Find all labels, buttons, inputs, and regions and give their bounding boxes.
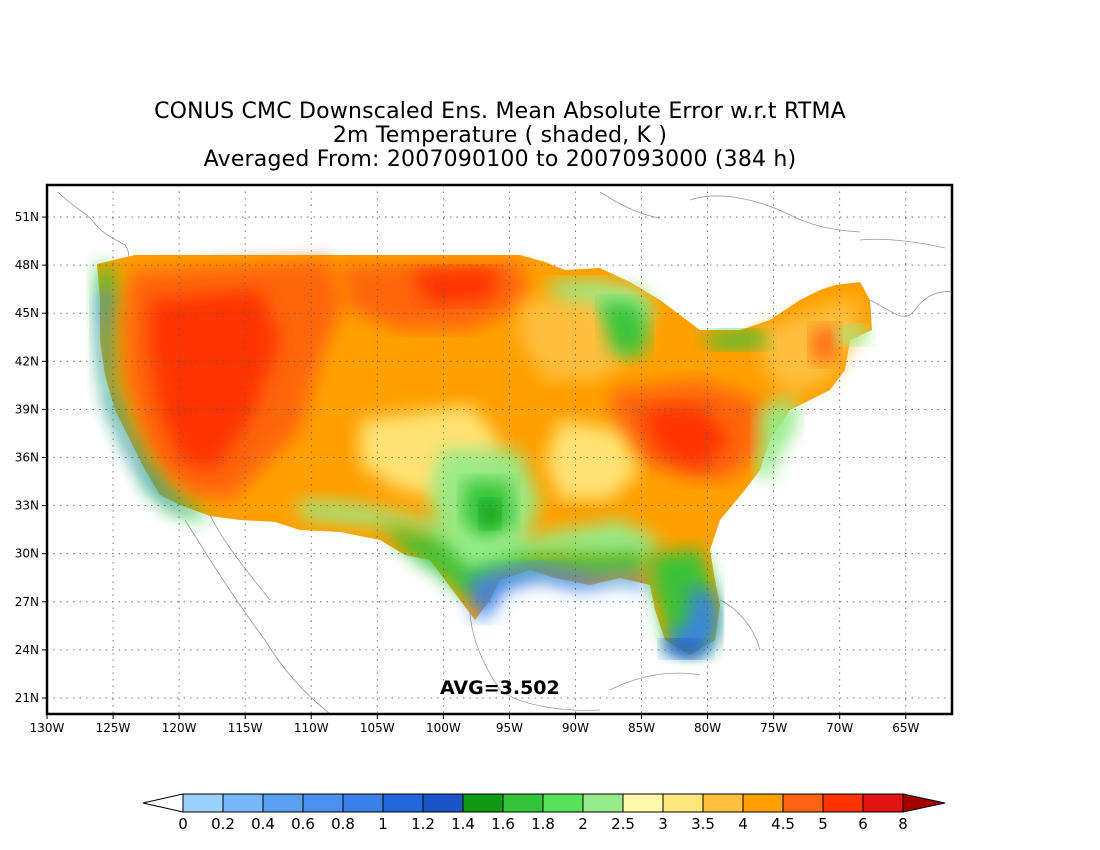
- error-region: [755, 395, 800, 480]
- colorbar-box: [622, 793, 664, 813]
- error-region: [665, 585, 718, 656]
- colorbar-box: [182, 793, 224, 813]
- title-line-1: CONUS CMC Downscaled Ens. Mean Absolute …: [154, 99, 846, 124]
- colorbar-label: 0.6: [291, 815, 315, 833]
- lat-label: 39N: [15, 402, 39, 416]
- error-region: [97, 264, 210, 520]
- lon-label: 105W: [360, 721, 395, 735]
- colorbar-label: 4.5: [771, 815, 795, 833]
- colorbar-label: 1.4: [451, 815, 475, 833]
- colorbar-box: [702, 793, 744, 813]
- error-region: [662, 640, 710, 658]
- lat-label: 51N: [15, 210, 39, 224]
- longitude-labels: 130W 125W 120W 115W 110W 105W 100W 95W 90W 85W 80W…: [30, 721, 920, 735]
- lat-label: 42N: [15, 354, 39, 368]
- lon-label: 65W: [892, 721, 919, 735]
- map-title: CONUS CMC Downscaled Ens. Mean Absolute …: [0, 100, 1000, 172]
- colorbar-label: 4: [738, 815, 748, 833]
- colorbar-box: [382, 793, 424, 813]
- map-frame: [45, 183, 954, 716]
- title-line-2: 2m Temperature ( shaded, K ): [332, 123, 668, 148]
- lat-label: 21N: [15, 691, 39, 705]
- lon-label: 95W: [496, 721, 523, 735]
- lon-label: 85W: [628, 721, 655, 735]
- lat-lon-grid: [42, 185, 952, 719]
- colorbar-over-triangle: [902, 793, 946, 813]
- error-region: [150, 290, 280, 470]
- lon-label: 75W: [760, 721, 787, 735]
- colorbar-label: 1.2: [411, 815, 435, 833]
- colorbar-box: [462, 793, 504, 813]
- colorbar-label: 0.2: [211, 815, 235, 833]
- lon-label: 110W: [294, 721, 329, 735]
- colorbar-box: [742, 793, 784, 813]
- lon-label: 80W: [694, 721, 721, 735]
- colorbar-box: [262, 793, 304, 813]
- colorbar-box: [422, 793, 464, 813]
- lon-label: 120W: [162, 721, 197, 735]
- colorbar-label: 0: [178, 815, 188, 833]
- colorbar-under-triangle: [142, 793, 184, 813]
- colorbar-label: 1.8: [531, 815, 555, 833]
- colorbar-label: 0.4: [251, 815, 275, 833]
- colorbar-label: 2: [578, 815, 588, 833]
- avg-annotation: AVG=3.502: [440, 677, 560, 699]
- latitude-labels: 51N 48N 45N 42N 39N 36N 33N 30N 27N 24N 21N: [15, 210, 39, 705]
- colorbar-label: 1: [378, 815, 388, 833]
- error-region: [810, 325, 840, 365]
- colorbar-label: 5: [818, 815, 828, 833]
- colorbar-box: [782, 793, 824, 813]
- title-line-3: Averaged From: 2007090100 to 2007093000 …: [203, 147, 797, 172]
- colorbar-label: 2.5: [611, 815, 635, 833]
- error-region: [700, 330, 770, 350]
- error-field: [97, 255, 872, 658]
- colorbar-box: [222, 793, 264, 813]
- colorbar-box: [342, 793, 384, 813]
- colorbar-box: [502, 793, 544, 813]
- lon-label: 90W: [562, 721, 589, 735]
- lat-label: 33N: [15, 499, 39, 513]
- lat-label: 30N: [15, 547, 39, 561]
- lat-label: 24N: [15, 643, 39, 657]
- error-region: [545, 420, 640, 500]
- colorbar-box: [542, 793, 584, 813]
- colorbar-label: 6: [858, 815, 868, 833]
- error-region: [410, 268, 500, 305]
- colorbar-label: 3.5: [691, 815, 715, 833]
- map-area: [57, 191, 952, 714]
- error-region: [835, 325, 872, 345]
- colorbar-label: 0.8: [331, 815, 355, 833]
- lat-label: 48N: [15, 258, 39, 272]
- colorbar-box: [302, 793, 344, 813]
- colorbar-label: 1.6: [491, 815, 515, 833]
- error-region: [480, 500, 500, 528]
- colorbar-label: 3: [658, 815, 668, 833]
- lon-label: 70W: [826, 721, 853, 735]
- error-region: [600, 300, 650, 360]
- lon-label: 125W: [96, 721, 131, 735]
- lon-label: 115W: [228, 721, 263, 735]
- lat-label: 36N: [15, 451, 39, 465]
- error-region: [380, 525, 650, 600]
- colorbar-box: [582, 793, 624, 813]
- colorbar-box: [822, 793, 864, 813]
- colorbar-box: [662, 793, 704, 813]
- colorbar-label: 8: [898, 815, 908, 833]
- colorbar-box: [862, 793, 904, 813]
- error-region: [760, 300, 860, 395]
- lat-label: 45N: [15, 306, 39, 320]
- lon-label: 130W: [30, 721, 65, 735]
- error-region: [300, 500, 660, 585]
- lat-label: 27N: [15, 595, 39, 609]
- error-region: [640, 405, 730, 470]
- error-region: [468, 565, 650, 620]
- lon-label: 100W: [426, 721, 461, 735]
- colorbar: 0 0.2 0.4 0.6 0.8 1 1.2 1.4 1.6 1.8 2 2.5 3 3.5 4 4.5 5 6…: [142, 793, 946, 833]
